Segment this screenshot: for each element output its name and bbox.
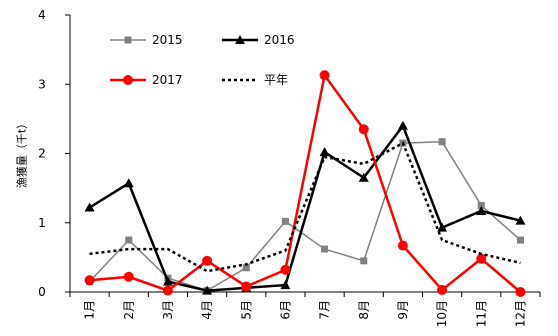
marker-circle	[476, 253, 487, 264]
legend-item-2: 2016	[222, 33, 295, 47]
series-layer	[84, 70, 526, 297]
marker-circle	[123, 75, 133, 85]
legend-label: 平年	[264, 73, 288, 87]
marker-circle	[437, 284, 448, 295]
series-2	[84, 120, 526, 295]
y-tick-label: 2	[38, 147, 46, 161]
x-tick-label: 10月	[435, 300, 449, 327]
marker-circle	[515, 287, 526, 297]
legend-label: 2016	[264, 33, 295, 47]
legend-item-3: 2017	[110, 73, 183, 87]
y-tick-label: 4	[38, 8, 46, 22]
series-line	[89, 140, 521, 292]
legend-item-4: 平年	[222, 73, 288, 87]
marker-circle	[319, 70, 330, 81]
marker-triangle	[202, 285, 213, 295]
x-tick-label: 3月	[161, 300, 175, 320]
y-tick-label: 3	[38, 77, 46, 91]
x-tick-label: 8月	[357, 300, 371, 320]
marker-square	[281, 217, 289, 225]
legend: 2015 2016 2017 平年	[110, 33, 295, 87]
marker-square	[125, 236, 133, 244]
legend-label: 2015	[152, 33, 183, 47]
legend-label: 2017	[152, 73, 183, 87]
marker-circle	[280, 264, 291, 275]
marker-triangle	[280, 280, 291, 290]
marker-square	[516, 236, 524, 244]
marker-square	[242, 264, 250, 272]
series-line	[88, 123, 521, 292]
x-tick-label: 12月	[513, 300, 527, 327]
marker-square	[321, 245, 329, 253]
series-3	[84, 70, 526, 297]
marker-circle	[162, 285, 173, 296]
x-tick-label: 4月	[200, 300, 214, 320]
marker-triangle	[162, 276, 173, 286]
y-tick-label: 0	[38, 285, 46, 299]
marker-triangle	[123, 178, 134, 188]
marker-square	[438, 138, 446, 146]
marker-triangle	[235, 35, 245, 44]
marker-triangle	[319, 147, 330, 157]
x-tick-label: 7月	[318, 300, 332, 320]
marker-triangle	[515, 215, 526, 225]
x-tick-label: 2月	[122, 300, 136, 320]
x-tick-label: 6月	[278, 300, 292, 320]
marker-triangle	[397, 120, 408, 130]
marker-square	[477, 201, 485, 209]
marker-circle	[397, 240, 408, 251]
axes: 0 1 2 3 4 1月 2月 3月 4月 5月 6月 7月 8月 9月 10月 11月 12月 漁獲量（千t）	[15, 8, 541, 327]
y-axis-label: 漁獲量（千t）	[15, 118, 29, 188]
marker-circle	[358, 124, 369, 135]
x-tick-label: 11月	[474, 300, 488, 327]
marker-square	[124, 36, 132, 44]
series-line	[89, 72, 522, 293]
marker-square	[360, 257, 368, 265]
x-tick-label: 9月	[396, 300, 410, 320]
series-4	[89, 141, 521, 273]
marker-triangle	[358, 172, 369, 182]
series-line	[89, 141, 521, 273]
marker-triangle	[84, 202, 95, 212]
x-tick-label: 5月	[239, 300, 253, 320]
x-tick-label: 1月	[83, 300, 97, 320]
marker-triangle	[476, 205, 487, 215]
marker-circle	[84, 275, 95, 286]
marker-circle	[202, 255, 213, 266]
y-tick-label: 1	[38, 216, 46, 230]
marker-circle	[241, 281, 252, 292]
marker-triangle	[437, 222, 448, 232]
legend-item-1: 2015	[110, 33, 183, 47]
marker-circle	[123, 271, 134, 282]
